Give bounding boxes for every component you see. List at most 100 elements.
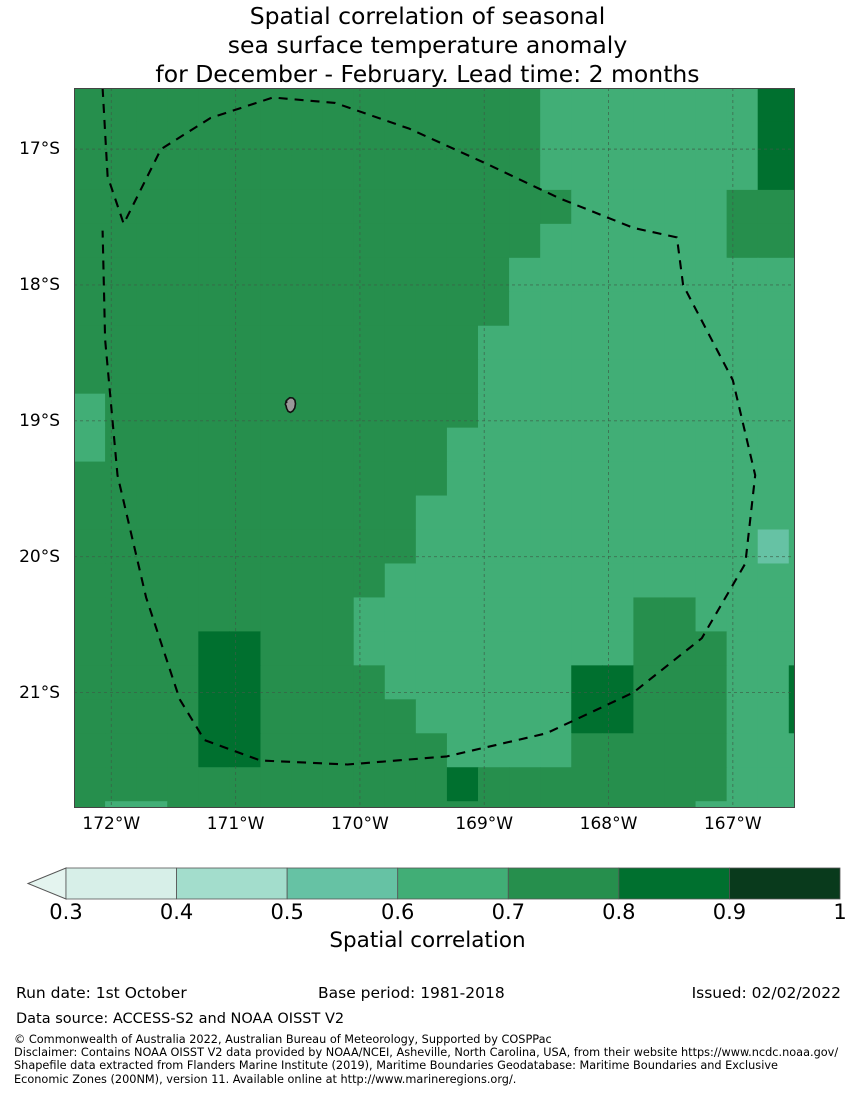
heatmap-cell	[757, 665, 790, 700]
colorbar-swatch	[618, 867, 730, 900]
heatmap-cell	[788, 257, 795, 293]
heatmap-cell	[229, 88, 262, 123]
heatmap-cell	[446, 563, 479, 599]
heatmap-cell	[478, 631, 510, 666]
heatmap-cell	[384, 359, 417, 395]
heatmap-cell	[136, 189, 168, 225]
correlation-map[interactable]	[74, 88, 795, 808]
heatmap-cell	[540, 223, 572, 259]
heatmap-cell	[384, 631, 417, 666]
heatmap-cell	[446, 223, 479, 259]
heatmap-cell	[74, 733, 106, 768]
heatmap-cell	[726, 325, 759, 361]
heatmap-cell	[74, 699, 106, 734]
colorbar-swatch	[65, 867, 177, 900]
heatmap-cell	[415, 393, 448, 429]
heatmap-cell	[695, 325, 728, 361]
heatmap-cell	[788, 631, 795, 666]
heatmap-cell	[74, 223, 106, 259]
heatmap-cell	[353, 699, 386, 734]
heatmap-cell	[788, 291, 795, 327]
fine-print: © Commonwealth of Australia 2022, Austra…	[14, 1033, 855, 1086]
heatmap-cell	[540, 155, 572, 191]
heatmap-cell	[384, 121, 417, 157]
heatmap-cell	[664, 461, 697, 497]
heatmap-cell	[167, 291, 199, 327]
heatmap-cell	[540, 529, 572, 565]
heatmap-cell	[229, 223, 262, 259]
heatmap-cell	[571, 461, 603, 497]
heatmap-cell	[633, 155, 666, 191]
heatmap-cell	[757, 88, 790, 123]
colorbar[interactable]	[14, 866, 841, 902]
heatmap-cell	[167, 495, 199, 531]
heatmap-cell	[198, 665, 230, 700]
heatmap-cell	[415, 88, 448, 123]
heatmap-cell	[260, 597, 293, 632]
heatmap-cell	[664, 733, 697, 768]
heatmap-cell	[291, 393, 324, 429]
heatmap-cell	[446, 597, 479, 632]
heatmap-cell	[446, 631, 479, 666]
heatmap-cell	[602, 223, 634, 259]
heatmap-cell	[260, 495, 293, 531]
heatmap-cell	[540, 359, 572, 395]
heatmap-cell	[664, 597, 697, 632]
heatmap-cell	[322, 733, 355, 768]
heatmap-cell	[198, 529, 230, 565]
heatmap-cell	[229, 155, 262, 191]
heatmap-cell	[322, 563, 355, 599]
heatmap-cell	[74, 88, 106, 123]
heatmap-cell	[198, 223, 230, 259]
heatmap-cell	[509, 155, 541, 191]
heatmap-cell	[695, 563, 728, 599]
colorbar-tick-label: 0.3	[49, 900, 83, 924]
heatmap-cell	[322, 257, 355, 293]
heatmap-cell	[726, 631, 759, 666]
heatmap-cell	[384, 699, 417, 734]
heatmap-cell	[509, 529, 541, 565]
heatmap-cell	[788, 88, 795, 123]
heatmap-cell	[726, 767, 759, 802]
heatmap-cell	[291, 88, 324, 123]
heatmap-cell	[384, 801, 417, 808]
heatmap-cell	[571, 631, 603, 666]
heatmap-cell	[136, 767, 168, 802]
island-polygon	[284, 396, 297, 414]
heatmap-cell	[726, 155, 759, 191]
heatmap-cell	[322, 88, 355, 123]
heatmap-cell	[322, 427, 355, 463]
heatmap-cell	[291, 155, 324, 191]
heatmap-cell	[509, 121, 541, 157]
heatmap-cell	[571, 257, 603, 293]
heatmap-cell	[229, 121, 262, 157]
heatmap-cell	[633, 665, 666, 700]
heatmap-cell	[291, 597, 324, 632]
heatmap-cell	[446, 189, 479, 225]
heatmap-cell	[74, 427, 106, 463]
heatmap-cell	[260, 325, 293, 361]
heatmap-cell	[602, 699, 634, 734]
heatmap-cell	[446, 529, 479, 565]
colorbar-tick-label: 0.8	[602, 900, 636, 924]
heatmap-cell	[633, 529, 666, 565]
heatmap-cell	[664, 88, 697, 123]
heatmap-cell	[291, 121, 324, 157]
heatmap-cell	[478, 393, 510, 429]
graticule-layer	[74, 88, 795, 808]
heatmap-cell	[571, 325, 603, 361]
heatmap-cell	[788, 121, 795, 157]
heatmap-cell	[291, 257, 324, 293]
heatmap-cell	[198, 767, 230, 802]
heatmap-cell	[353, 767, 386, 802]
colorbar-label: Spatial correlation	[329, 928, 526, 953]
heatmap-cell	[664, 325, 697, 361]
heatmap-cell	[633, 733, 666, 768]
heatmap-cell	[633, 257, 666, 293]
heatmap-cell	[384, 223, 417, 259]
heatmap-cell	[322, 767, 355, 802]
heatmap-cell	[229, 529, 262, 565]
heatmap-cell	[291, 291, 324, 327]
heatmap-cell	[726, 291, 759, 327]
heatmap-cell	[509, 631, 541, 666]
